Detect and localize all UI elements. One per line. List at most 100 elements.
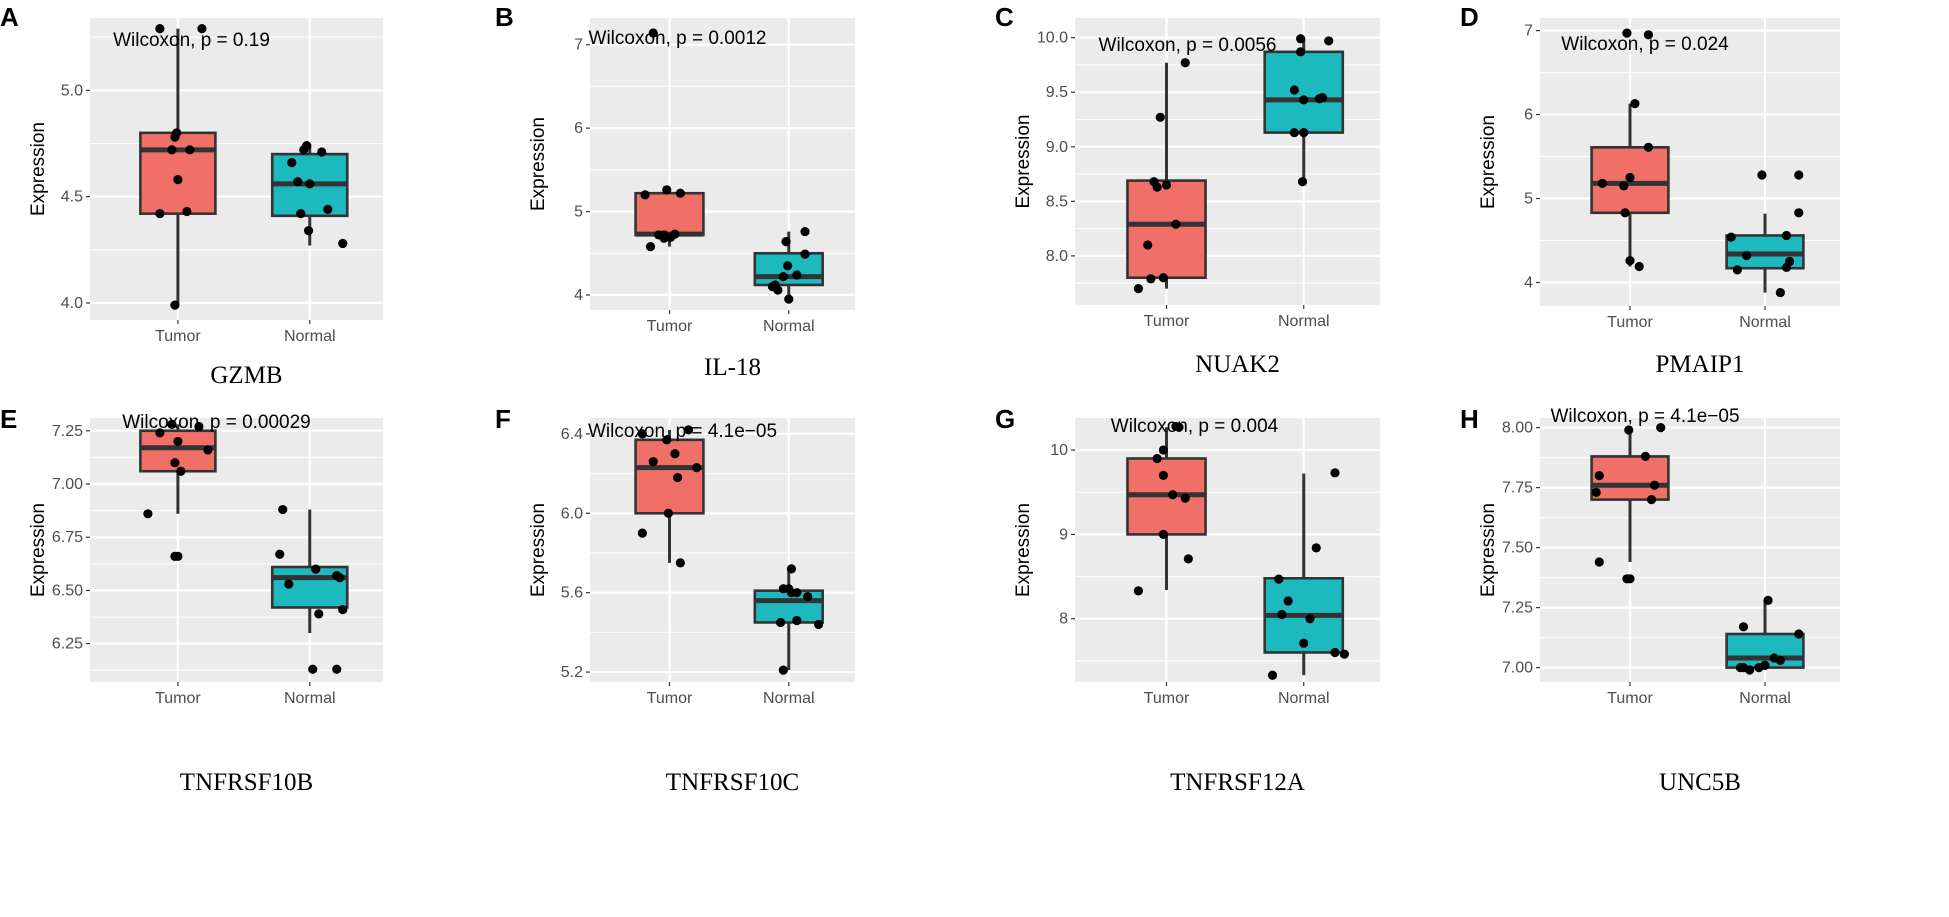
data-point <box>800 226 810 237</box>
data-point <box>776 617 786 628</box>
data-point <box>637 429 647 439</box>
y-tick-label: 9 <box>1059 526 1068 543</box>
data-point <box>305 179 315 189</box>
y-tick-label: 9.0 <box>1046 139 1068 156</box>
data-point <box>170 300 180 310</box>
data-point <box>675 558 685 568</box>
y-axis-label: Expression <box>528 117 549 211</box>
data-point <box>1133 586 1143 596</box>
y-axis-label: Expression <box>1478 115 1499 209</box>
y-tick-label: 7.00 <box>52 476 83 493</box>
wilcoxon-label: Wilcoxon, p = 0.0012 <box>589 28 767 49</box>
box-tumor <box>1590 455 1670 501</box>
data-point <box>182 206 192 217</box>
y-tick-label: 7.25 <box>52 423 83 440</box>
panel-letter: G <box>995 404 1015 434</box>
data-point <box>1594 471 1604 481</box>
data-point <box>1594 557 1604 567</box>
data-point <box>786 564 797 574</box>
data-point <box>1324 36 1334 46</box>
panel-letter: H <box>1460 404 1479 434</box>
gene-name: IL-18 <box>704 354 761 381</box>
data-point <box>314 609 324 619</box>
data-point <box>1620 208 1630 218</box>
data-point <box>1625 172 1635 183</box>
data-point <box>167 145 177 155</box>
data-point <box>648 457 658 467</box>
data-point <box>1171 219 1181 229</box>
data-point <box>637 528 647 538</box>
y-tick-label: 5.2 <box>561 664 583 681</box>
data-point <box>1649 480 1660 490</box>
data-point <box>308 664 318 674</box>
y-tick-label: 7.00 <box>1502 660 1533 677</box>
data-point <box>1339 649 1349 659</box>
panel-letter: A <box>0 2 19 32</box>
data-point <box>800 249 810 259</box>
data-point <box>293 177 303 187</box>
data-point <box>203 445 213 455</box>
gene-name: TNFRSF10B <box>180 769 313 796</box>
data-point <box>1640 451 1650 461</box>
data-point <box>1168 490 1178 500</box>
data-point <box>1794 629 1804 639</box>
data-point <box>311 564 321 574</box>
x-tick-label: Tumor <box>155 328 201 345</box>
data-point <box>1143 240 1153 250</box>
data-point <box>1299 95 1309 105</box>
data-point <box>332 664 342 674</box>
data-point <box>1183 554 1193 564</box>
y-tick-label: 6 <box>574 120 583 137</box>
data-point <box>673 472 683 483</box>
x-tick-label: Normal <box>1739 690 1791 707</box>
data-point <box>670 229 680 239</box>
x-tick-label: Tumor <box>1607 690 1653 707</box>
data-point <box>1317 93 1328 103</box>
data-point <box>1781 262 1792 272</box>
data-point <box>1330 647 1340 658</box>
y-axis-label: Expression <box>1013 503 1034 597</box>
data-point <box>1296 47 1306 57</box>
data-point <box>173 551 183 561</box>
data-point <box>784 294 794 304</box>
y-tick-label: 6.50 <box>52 582 83 599</box>
data-point <box>778 665 788 675</box>
data-point <box>1760 660 1770 670</box>
panel-C: 8.0 8.5 9.0 9.5 10.0 Tumor Normal Wilcoxon, p =… <box>995 2 1380 378</box>
data-point <box>1155 112 1165 122</box>
gene-name: NUAK2 <box>1195 351 1280 378</box>
x-tick-label: Normal <box>284 328 336 345</box>
data-point <box>167 419 177 429</box>
data-point <box>783 261 793 271</box>
y-tick-label: 6 <box>1524 107 1533 124</box>
data-point <box>1656 423 1666 433</box>
data-point <box>1630 99 1640 109</box>
data-point <box>323 204 333 215</box>
data-point <box>1158 470 1168 480</box>
x-tick-label: Normal <box>1739 314 1791 331</box>
y-tick-label: 5 <box>1524 191 1533 208</box>
data-point <box>1741 251 1752 261</box>
data-point <box>1274 574 1284 584</box>
x-tick-label: Tumor <box>1607 314 1653 331</box>
data-point <box>1625 574 1635 584</box>
data-point <box>1726 232 1736 242</box>
data-point <box>335 573 345 583</box>
y-axis-label: Expression <box>528 503 549 597</box>
data-point <box>176 466 186 476</box>
x-tick-label: Tumor <box>647 690 693 707</box>
panel-letter: D <box>1460 2 1479 32</box>
data-point <box>1732 265 1742 275</box>
gene-name: TNFRSF12A <box>1170 769 1305 796</box>
data-point <box>303 226 314 236</box>
panel-A: 4.0 4.5 5.0 Tumor Normal Wilcoxon, p = 0.19 Ex… <box>0 2 383 389</box>
data-point <box>1296 34 1306 44</box>
data-point <box>1646 495 1657 505</box>
data-point <box>1781 230 1792 241</box>
data-point <box>640 190 650 200</box>
data-point <box>675 188 685 198</box>
data-point <box>803 592 813 602</box>
y-tick-label: 8 <box>1059 611 1068 628</box>
panel-B: 4 5 6 7 Tumor Normal Wilcoxon, p = 0.0012 Expre… <box>495 2 855 381</box>
y-tick-label: 5.6 <box>561 585 583 602</box>
